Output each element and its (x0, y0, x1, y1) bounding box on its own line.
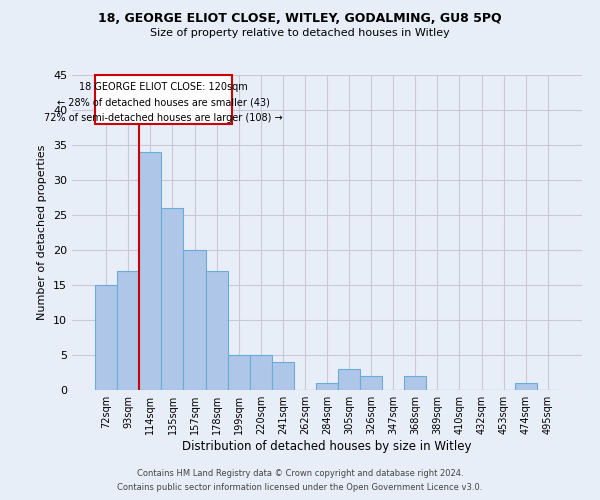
X-axis label: Distribution of detached houses by size in Witley: Distribution of detached houses by size … (182, 440, 472, 453)
Text: 18, GEORGE ELIOT CLOSE, WITLEY, GODALMING, GU8 5PQ: 18, GEORGE ELIOT CLOSE, WITLEY, GODALMIN… (98, 12, 502, 26)
Text: ← 28% of detached houses are smaller (43): ← 28% of detached houses are smaller (43… (57, 98, 270, 108)
Bar (227, 355, 250, 390)
Bar (184, 250, 206, 390)
Bar (515, 383, 537, 390)
Bar (272, 362, 294, 390)
Bar (139, 152, 161, 390)
Text: 72% of semi-detached houses are larger (108) →: 72% of semi-detached houses are larger (… (44, 113, 283, 123)
Text: Contains public sector information licensed under the Open Government Licence v3: Contains public sector information licen… (118, 484, 482, 492)
Bar (161, 208, 184, 390)
Text: Size of property relative to detached houses in Witley: Size of property relative to detached ho… (150, 28, 450, 38)
Bar (250, 355, 272, 390)
Bar (338, 369, 360, 390)
Bar (316, 383, 338, 390)
Bar (95, 285, 117, 390)
Text: 18 GEORGE ELIOT CLOSE: 120sqm: 18 GEORGE ELIOT CLOSE: 120sqm (79, 82, 248, 92)
Bar (360, 376, 382, 390)
Y-axis label: Number of detached properties: Number of detached properties (37, 145, 47, 320)
Bar (117, 271, 139, 390)
Text: Contains HM Land Registry data © Crown copyright and database right 2024.: Contains HM Land Registry data © Crown c… (137, 468, 463, 477)
Bar (206, 271, 227, 390)
Bar (404, 376, 427, 390)
FancyBboxPatch shape (95, 75, 232, 124)
